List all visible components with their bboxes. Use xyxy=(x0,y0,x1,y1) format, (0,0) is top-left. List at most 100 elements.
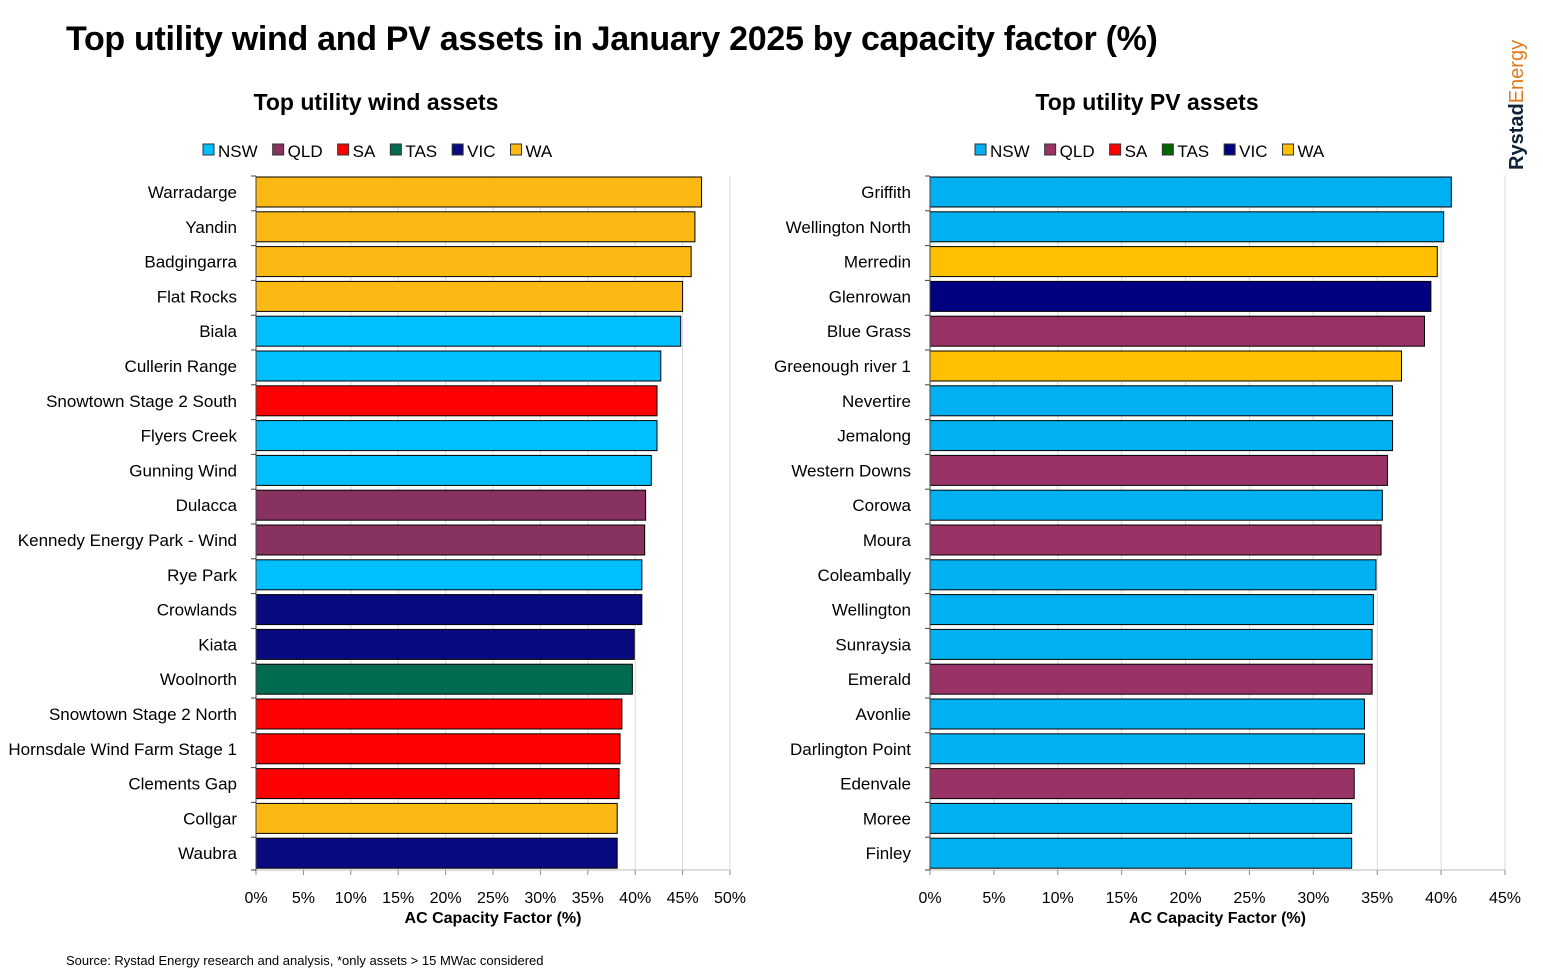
category-label: Wellington xyxy=(832,601,911,620)
bar-moree xyxy=(929,802,1353,834)
legend-swatch-sa xyxy=(1109,143,1122,156)
category-label: Coleambally xyxy=(817,566,911,585)
bar-moura xyxy=(929,524,1382,556)
category-label: Emerald xyxy=(848,670,911,689)
x-tick-label: 35% xyxy=(572,890,604,907)
category-label: Blue Grass xyxy=(827,322,911,341)
legend-swatch-nsw xyxy=(202,143,215,156)
category-label: Kennedy Energy Park - Wind xyxy=(18,531,237,550)
category-label: Edenvale xyxy=(840,775,911,794)
legend-label-nsw: NSW xyxy=(218,142,258,161)
category-label: Waubra xyxy=(178,844,237,863)
category-label: Hornsdale Wind Farm Stage 1 xyxy=(8,740,237,759)
category-label: Crowlands xyxy=(157,601,237,620)
chart-title: Top utility wind assets xyxy=(254,89,499,115)
legend-label-sa: SA xyxy=(353,142,376,161)
category-label: Clements Gap xyxy=(128,775,237,794)
bar-blue-grass xyxy=(929,315,1425,347)
x-tick-label: 20% xyxy=(1170,890,1202,907)
bar-rye-park xyxy=(255,559,643,591)
source-note: Source: Rystad Energy research and analy… xyxy=(66,953,544,968)
bar-western-downs xyxy=(929,454,1388,486)
legend-swatch-qld xyxy=(272,143,285,156)
category-label: Griffith xyxy=(861,183,911,202)
x-tick-label: 5% xyxy=(292,890,315,907)
category-label: Sunraysia xyxy=(835,635,911,654)
legend-swatch-tas xyxy=(1161,143,1174,156)
bar-finley xyxy=(929,837,1353,869)
legend-swatch-tas xyxy=(389,143,402,156)
category-label: Badgingarra xyxy=(144,253,237,272)
legend-swatch-qld xyxy=(1044,143,1057,156)
category-label: Woolnorth xyxy=(160,670,237,689)
x-tick-label: 10% xyxy=(1042,890,1074,907)
category-label: Corowa xyxy=(852,496,911,515)
legend-swatch-vic xyxy=(1223,143,1236,156)
bar-collgar xyxy=(255,802,618,834)
bar-kiata xyxy=(255,628,635,660)
bar-wellington-north xyxy=(929,211,1445,243)
bar-warradarge xyxy=(255,176,703,208)
bar-griffith xyxy=(929,176,1452,208)
category-label: Collgar xyxy=(183,809,237,828)
category-label: Moree xyxy=(863,809,911,828)
legend-label-wa: WA xyxy=(1297,142,1324,161)
bar-snowtown-stage-2-north xyxy=(255,698,623,730)
category-label: Avonlie xyxy=(856,705,911,724)
category-label: Yandin xyxy=(185,218,237,237)
category-label: Flyers Creek xyxy=(141,427,238,446)
category-label: Jemalong xyxy=(837,427,911,446)
category-label: Wellington North xyxy=(786,218,911,237)
x-tick-label: 0% xyxy=(244,890,267,907)
x-tick-label: 0% xyxy=(918,890,941,907)
legend-swatch-sa xyxy=(337,143,350,156)
category-label: Moura xyxy=(863,531,912,550)
x-tick-label: 30% xyxy=(524,890,556,907)
category-label: Rye Park xyxy=(167,566,237,585)
bar-waubra xyxy=(255,837,618,869)
category-label: Warradarge xyxy=(148,183,237,202)
category-label: Greenough river 1 xyxy=(774,357,911,376)
category-label: Gunning Wind xyxy=(129,461,237,480)
x-axis-title: AC Capacity Factor (%) xyxy=(1129,910,1306,927)
legend-swatch-wa xyxy=(1281,143,1294,156)
bar-avonlie xyxy=(929,698,1365,730)
bar-coleambally xyxy=(929,559,1377,591)
category-label: Kiata xyxy=(198,635,237,654)
x-tick-label: 30% xyxy=(1297,890,1329,907)
bar-edenvale xyxy=(929,768,1355,800)
x-tick-label: 35% xyxy=(1361,890,1393,907)
x-tick-label: 15% xyxy=(1106,890,1138,907)
x-tick-label: 45% xyxy=(1489,890,1521,907)
bar-merredin xyxy=(929,246,1438,278)
bar-biala xyxy=(255,315,682,347)
category-label: Glenrowan xyxy=(829,287,911,306)
bar-jemalong xyxy=(929,420,1394,452)
bar-wellington xyxy=(929,594,1374,626)
x-tick-label: 20% xyxy=(430,890,462,907)
category-label: Snowtown Stage 2 South xyxy=(46,392,237,411)
bar-badgingarra xyxy=(255,246,692,278)
legend-label-vic: VIC xyxy=(1239,142,1267,161)
category-label: Biala xyxy=(199,322,237,341)
bar-clements-gap xyxy=(255,768,620,800)
bar-flat-rocks xyxy=(255,280,684,312)
x-tick-label: 40% xyxy=(1425,890,1457,907)
category-label: Dulacca xyxy=(176,496,238,515)
x-tick-label: 10% xyxy=(335,890,367,907)
bar-woolnorth xyxy=(255,663,633,695)
bar-cullerin-range xyxy=(255,350,662,382)
chart-title: Top utility PV assets xyxy=(1035,89,1258,115)
category-label: Western Downs xyxy=(791,461,911,480)
category-label: Cullerin Range xyxy=(125,357,237,376)
x-tick-label: 50% xyxy=(714,890,746,907)
bar-greenough-river-1 xyxy=(929,350,1402,382)
legend-label-nsw: NSW xyxy=(990,142,1030,161)
page-title: Top utility wind and PV assets in Januar… xyxy=(66,20,1158,58)
legend-swatch-vic xyxy=(451,143,464,156)
category-label: Snowtown Stage 2 North xyxy=(49,705,237,724)
category-label: Finley xyxy=(866,844,912,863)
bar-snowtown-stage-2-south xyxy=(255,385,658,417)
